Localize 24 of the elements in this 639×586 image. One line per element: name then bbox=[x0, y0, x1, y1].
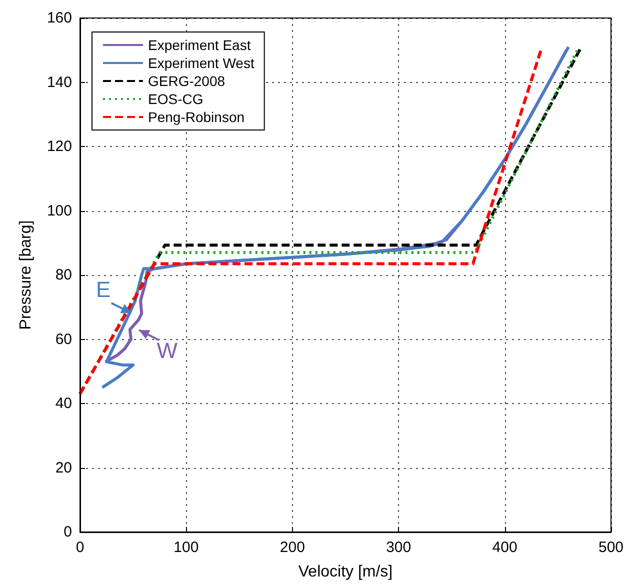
y-tick-label: 60 bbox=[55, 330, 72, 348]
y-axis-title: Pressure [barg] bbox=[18, 220, 34, 330]
x-tick-label: 200 bbox=[280, 539, 305, 556]
annotation: W bbox=[156, 338, 178, 363]
y-tick-label: 20 bbox=[55, 459, 72, 476]
y-tick-label: 140 bbox=[46, 74, 72, 91]
annotation: E bbox=[96, 276, 111, 302]
x-tick-label: 0 bbox=[76, 539, 84, 556]
x-axis-title: Velocity [m/s] bbox=[298, 564, 393, 580]
y-tick-label: 0 bbox=[64, 524, 72, 540]
x-tick-label: 300 bbox=[386, 539, 412, 556]
legend-label: EOS-CG bbox=[148, 91, 204, 107]
x-tick-label: 100 bbox=[174, 539, 199, 556]
y-tick-label: 160 bbox=[46, 10, 72, 26]
y-tick-label: 80 bbox=[55, 266, 72, 284]
y-tick-label: 40 bbox=[55, 395, 72, 412]
x-tick-label: 400 bbox=[492, 539, 518, 556]
y-tick-label: 100 bbox=[46, 202, 72, 220]
legend-label: Experiment East bbox=[148, 37, 251, 53]
legend-label: GERG-2008 bbox=[148, 73, 226, 89]
legend-label: Peng-Robinson bbox=[148, 109, 245, 125]
y-tick-label: 120 bbox=[46, 138, 72, 155]
legend-label: Experiment West bbox=[148, 55, 254, 71]
x-tick-label: 500 bbox=[598, 539, 624, 556]
